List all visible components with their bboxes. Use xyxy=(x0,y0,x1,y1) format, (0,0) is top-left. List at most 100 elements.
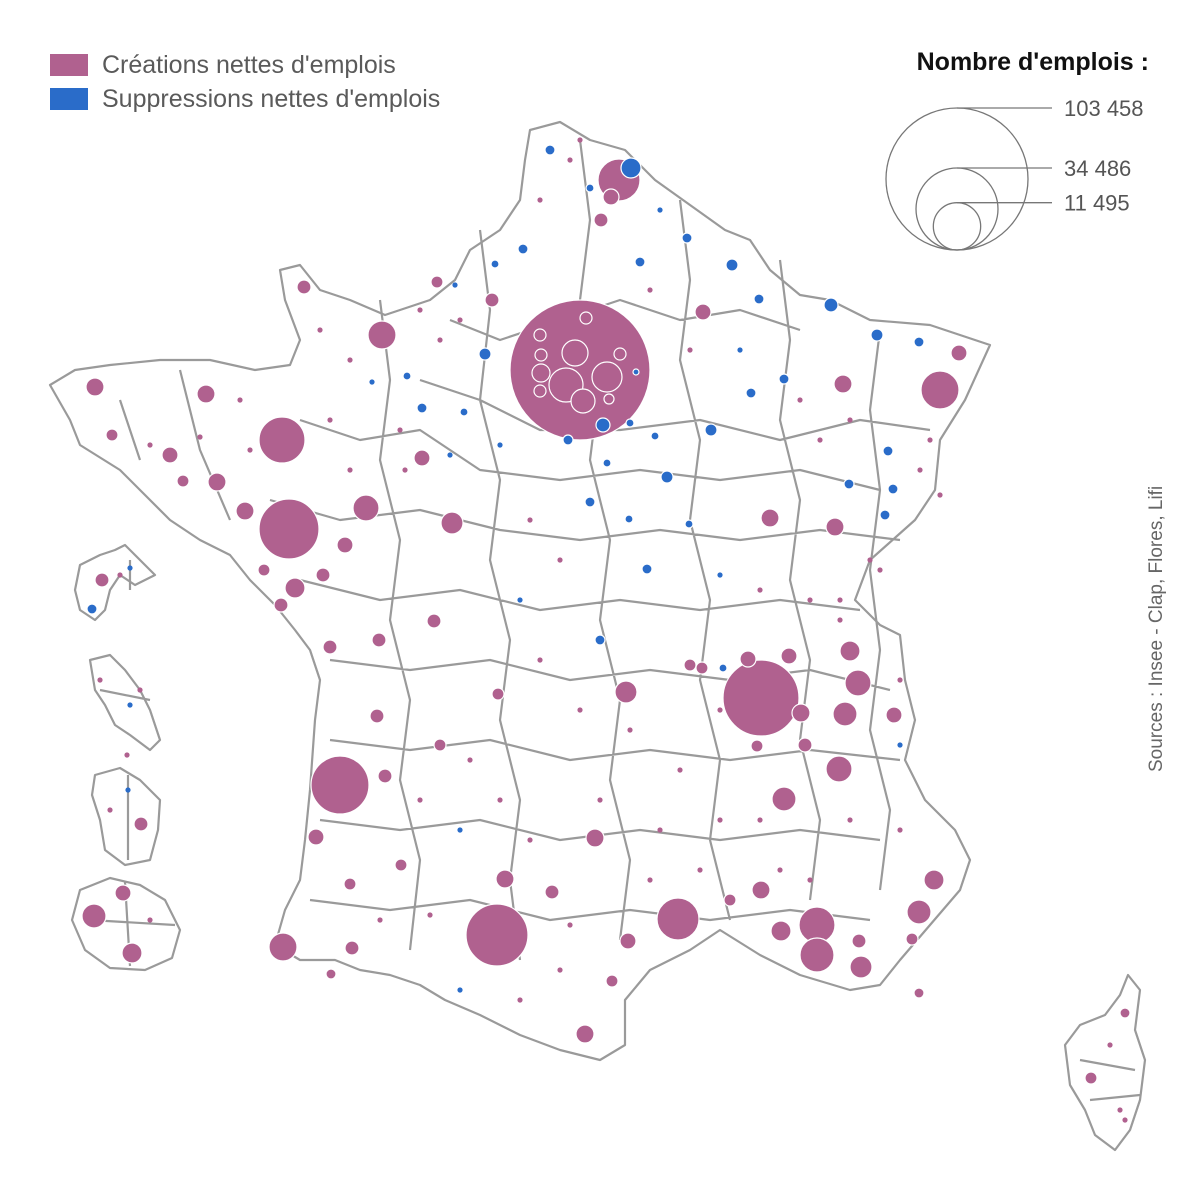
suppression-bubble xyxy=(517,597,523,603)
creation-bubble xyxy=(847,817,853,823)
creation-bubble xyxy=(430,275,444,289)
suppression-bubble xyxy=(657,207,663,213)
suppression-bubble xyxy=(634,256,646,268)
creation-bubble xyxy=(577,137,583,143)
creation-bubble xyxy=(417,797,423,803)
size-legend-label: 103 458 xyxy=(1064,96,1144,121)
creation-bubble xyxy=(927,437,933,443)
creation-bubble xyxy=(413,449,431,467)
suppression-bubble xyxy=(897,742,903,748)
creation-bubble xyxy=(603,393,615,405)
creation-bubble xyxy=(426,613,442,629)
size-legend-label: 34 486 xyxy=(1064,156,1131,181)
creation-bubble xyxy=(647,877,653,883)
creation-bubble xyxy=(273,597,289,613)
suppression-bubble xyxy=(125,787,131,793)
suppression-bubble xyxy=(624,514,634,524)
creation-bubble xyxy=(750,739,764,753)
creation-bubble xyxy=(537,197,543,203)
creation-bubble xyxy=(906,899,932,925)
creation-bubble xyxy=(196,384,216,404)
creation-bubble xyxy=(440,511,464,535)
suppression-bubble xyxy=(887,483,899,495)
creation-bubble xyxy=(694,303,712,321)
suppression-bubble xyxy=(490,259,500,269)
creation-bubble xyxy=(570,388,596,414)
creation-bubble xyxy=(593,212,609,228)
creation-bubble xyxy=(81,903,107,929)
creation-bubble xyxy=(697,867,703,873)
creation-bubble xyxy=(1122,1117,1128,1123)
suppression-bubble xyxy=(602,458,612,468)
creation-bubble xyxy=(147,917,153,923)
creation-bubble xyxy=(825,755,853,783)
creation-bubble xyxy=(533,384,547,398)
creation-bubble xyxy=(117,572,123,578)
size-legend-circle xyxy=(885,107,1029,251)
creation-bubble xyxy=(561,339,589,367)
creation-bubble xyxy=(484,292,500,308)
legend-item-suppressions: Suppressions nettes d'emplois xyxy=(50,82,440,116)
employment-bubbles xyxy=(81,137,1131,1123)
creation-bubble xyxy=(683,658,697,672)
creation-bubble xyxy=(531,363,551,383)
creation-bubble xyxy=(133,816,149,832)
suppression-bubble xyxy=(660,470,674,484)
suppression-bubble xyxy=(684,519,694,529)
creation-bubble xyxy=(397,427,403,433)
creation-bubble xyxy=(585,828,605,848)
size-legend: 103 458 34 486 11 495 xyxy=(885,96,1144,251)
creation-bubble xyxy=(417,307,423,313)
suppression-bubble xyxy=(718,663,728,673)
creation-bubble xyxy=(757,817,763,823)
creation-bubble xyxy=(433,738,447,752)
creation-bubble xyxy=(147,442,153,448)
legend-label-suppressions: Suppressions nettes d'emplois xyxy=(102,84,441,113)
suppression-bubble xyxy=(585,183,595,193)
suppression-bubble xyxy=(447,452,453,458)
department-boundaries xyxy=(118,139,931,961)
creation-bubble xyxy=(347,467,353,473)
creation-bubble xyxy=(647,287,653,293)
creation-bubble xyxy=(614,680,638,704)
guadeloupe-outline xyxy=(73,543,157,622)
creation-bubble xyxy=(284,577,306,599)
creation-bubble xyxy=(687,347,693,353)
creation-bubble xyxy=(791,703,811,723)
map-legend: Créations nettes d'emplois Suppressions … xyxy=(50,48,440,116)
creation-swatch xyxy=(50,54,88,76)
creation-bubble xyxy=(533,328,547,342)
creation-bubble xyxy=(402,467,408,473)
creation-bubble xyxy=(343,877,357,891)
creation-bubble xyxy=(207,472,227,492)
creation-bubble xyxy=(751,880,771,900)
creation-bubble xyxy=(577,707,583,713)
creation-bubble xyxy=(897,827,903,833)
creation-bubble xyxy=(579,311,593,325)
legend-item-creations: Créations nettes d'emplois xyxy=(50,48,440,82)
creation-bubble xyxy=(851,933,867,949)
creation-bubble xyxy=(1107,1042,1113,1048)
creation-bubble xyxy=(247,447,253,453)
creation-bubble xyxy=(897,677,903,683)
suppression-bubble xyxy=(562,434,574,446)
creation-bubble xyxy=(832,701,858,727)
creation-bubble xyxy=(917,467,923,473)
creation-bubble xyxy=(97,677,103,683)
creation-bubble xyxy=(567,922,573,928)
creation-bubble xyxy=(197,434,203,440)
creation-bubble xyxy=(527,517,533,523)
creation-bubble xyxy=(771,786,797,812)
suppression-bubble xyxy=(127,565,133,571)
suppression-bubble xyxy=(127,702,133,708)
creation-bubble xyxy=(722,659,800,737)
suppression-bubble xyxy=(704,423,718,437)
creation-bubble xyxy=(268,932,298,962)
suppression-bubble xyxy=(86,603,98,615)
creation-bubble xyxy=(739,650,757,668)
creation-bubble xyxy=(657,827,663,833)
creation-bubble xyxy=(322,639,338,655)
creation-bubble xyxy=(913,987,925,999)
suppression-bubble xyxy=(595,417,611,433)
